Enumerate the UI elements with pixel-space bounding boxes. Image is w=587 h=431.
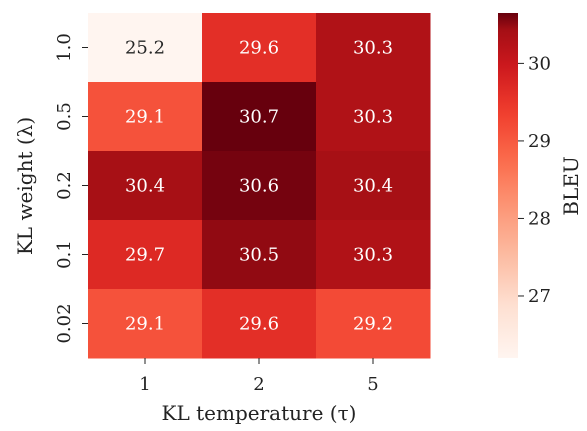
cell-value-label: 30.6	[239, 176, 279, 197]
heatmap-cell-labels: 25.2 29.6 30.3 29.1 30.7 30.3 30.4 30.6 30.4 29.7…	[125, 38, 393, 335]
cell-value-label: 29.1	[125, 314, 165, 335]
y-tick-label: 0.5	[54, 102, 75, 131]
colorbar-tick-label: 30	[528, 53, 551, 74]
heatmap-cell	[202, 13, 317, 83]
heatmap-cell	[88, 13, 203, 83]
x-tick-label: 1	[139, 374, 150, 395]
heatmap-cell	[202, 289, 317, 359]
cell-value-label: 29.6	[239, 314, 279, 335]
colorbar-tick-label: 27	[528, 286, 551, 307]
x-axis-ticks: 1 2 5	[139, 358, 379, 395]
heatmap-cell	[88, 82, 203, 152]
colorbar-ticks: 27 28 29 30	[518, 53, 551, 307]
colorbar-tick-label: 29	[528, 131, 551, 152]
cell-value-label: 30.4	[125, 176, 165, 197]
heatmap-cell	[316, 13, 431, 83]
cell-value-label: 29.2	[353, 314, 393, 335]
heatmap-cells	[88, 13, 431, 359]
y-axis-label: KL weight (λ)	[13, 117, 37, 255]
y-tick-label: 0.2	[54, 171, 75, 200]
cell-value-label: 30.3	[353, 107, 393, 128]
cell-value-label: 25.2	[125, 38, 165, 59]
x-axis-label: KL temperature (τ)	[162, 401, 357, 425]
heatmap-cell	[202, 151, 317, 221]
cell-value-label: 30.4	[353, 176, 393, 197]
heatmap-cell	[316, 151, 431, 221]
colorbar	[498, 13, 518, 358]
heatmap-cell	[316, 289, 431, 359]
colorbar-tick-label: 28	[528, 208, 551, 229]
y-tick-label: 0.02	[54, 303, 75, 343]
heatmap-cell	[202, 220, 317, 290]
cell-value-label: 30.5	[239, 245, 279, 266]
y-tick-label: 1.0	[54, 33, 75, 62]
x-tick-label: 5	[367, 374, 378, 395]
heatmap-cell	[88, 289, 203, 359]
cell-value-label: 30.3	[353, 38, 393, 59]
cell-value-label: 30.3	[353, 245, 393, 266]
cell-value-label: 29.7	[125, 245, 165, 266]
heatmap-cell	[316, 82, 431, 152]
cell-value-label: 29.1	[125, 107, 165, 128]
heatmap-cell	[88, 220, 203, 290]
y-tick-label: 0.1	[54, 240, 75, 269]
cell-value-label: 29.6	[239, 38, 279, 59]
heatmap-cell	[316, 220, 431, 290]
cell-value-label: 30.7	[239, 107, 279, 128]
y-axis-ticks: 1.0 0.5 0.2 0.1 0.02	[54, 33, 88, 344]
x-tick-label: 2	[253, 374, 264, 395]
colorbar-label: BLEU	[559, 156, 583, 215]
heatmap-cell	[202, 82, 317, 152]
heatmap-cell	[88, 151, 203, 221]
